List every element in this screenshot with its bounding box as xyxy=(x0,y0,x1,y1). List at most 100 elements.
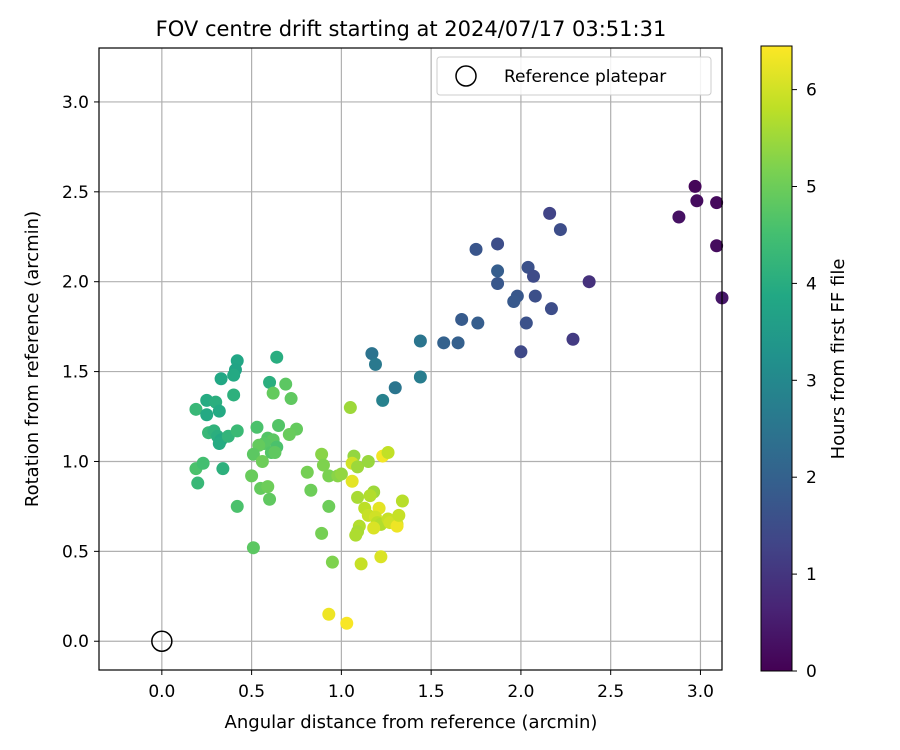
data-point xyxy=(553,223,567,237)
x-axis-label: Angular distance from reference (arcmin) xyxy=(225,712,598,733)
x-tick-label: 1.5 xyxy=(418,682,445,702)
x-tick-label: 2.5 xyxy=(597,682,624,702)
y-axis-label: Rotation from reference (arcmin) xyxy=(22,211,43,507)
data-point xyxy=(284,392,298,406)
data-point xyxy=(300,465,314,479)
data-point xyxy=(361,454,375,468)
data-point xyxy=(528,289,542,303)
data-point xyxy=(191,476,205,490)
y-tick-label: 1.0 xyxy=(62,452,89,472)
data-point xyxy=(263,492,277,506)
grid-lines xyxy=(99,48,722,670)
data-point xyxy=(374,550,388,564)
data-point xyxy=(212,436,226,450)
data-point xyxy=(250,420,264,434)
data-point xyxy=(363,489,377,503)
colorbar-tick-label: 4 xyxy=(806,274,817,294)
colorbar-ticks: 0 1 2 3 4 5 6 xyxy=(792,81,817,682)
y-tick-label: 0.5 xyxy=(62,542,89,562)
colorbar-tick-label: 3 xyxy=(806,371,817,391)
data-point xyxy=(261,480,275,494)
colorbar xyxy=(760,45,793,672)
data-point xyxy=(354,557,368,571)
x-tick-label: 2.0 xyxy=(507,682,534,702)
data-point xyxy=(471,316,485,330)
colorbar-tick-label: 0 xyxy=(806,662,817,682)
y-tick-label: 1.5 xyxy=(62,363,89,383)
data-point xyxy=(325,555,339,569)
data-point xyxy=(268,445,282,459)
x-tick-label: 0.5 xyxy=(238,682,265,702)
data-point xyxy=(334,467,348,481)
data-point xyxy=(455,312,469,326)
data-point xyxy=(368,357,382,371)
data-point xyxy=(451,336,465,350)
data-point xyxy=(304,483,318,497)
data-point xyxy=(566,332,580,346)
data-point xyxy=(279,377,293,391)
data-point xyxy=(315,526,329,540)
colorbar-tick-label: 2 xyxy=(806,468,817,488)
data-point xyxy=(255,454,269,468)
legend-marker-icon xyxy=(455,65,477,87)
colorbar-tick-label: 1 xyxy=(806,565,817,585)
data-point xyxy=(316,458,330,472)
colorbar-tick-label: 6 xyxy=(806,81,817,101)
data-point xyxy=(413,370,427,384)
data-point xyxy=(214,372,228,386)
data-point xyxy=(343,401,357,415)
data-point xyxy=(381,445,395,459)
legend-box xyxy=(436,56,712,96)
data-point xyxy=(212,404,226,418)
data-point xyxy=(196,456,210,470)
data-point xyxy=(349,528,363,542)
data-point xyxy=(544,302,558,316)
plot-frame xyxy=(98,47,723,671)
data-point xyxy=(282,428,296,442)
data-point xyxy=(413,334,427,348)
data-point xyxy=(272,419,286,433)
data-point xyxy=(322,607,336,621)
x-tick-label: 3.0 xyxy=(687,682,714,702)
data-point xyxy=(526,269,540,283)
data-point xyxy=(351,460,365,474)
data-point xyxy=(392,508,406,522)
data-point xyxy=(365,347,379,361)
data-point xyxy=(469,242,483,256)
data-point xyxy=(491,276,505,290)
chart-title: FOV centre drift starting at 2024/07/17 … xyxy=(156,17,667,41)
data-point xyxy=(688,179,702,193)
data-point xyxy=(395,494,409,508)
colorbar-label: Hours from first FF file xyxy=(828,259,849,460)
y-tick-label: 0.0 xyxy=(62,632,89,652)
data-point xyxy=(216,462,230,476)
data-point xyxy=(437,336,451,350)
data-point xyxy=(340,616,354,630)
data-point xyxy=(246,447,260,461)
x-tick-label: 1.0 xyxy=(328,682,355,702)
x-axis-ticks: 0.0 0.5 1.0 1.5 2.0 2.5 3.0 xyxy=(148,670,714,702)
data-point xyxy=(514,345,528,359)
data-point xyxy=(263,375,277,389)
data-point xyxy=(543,206,557,220)
data-point xyxy=(376,393,390,407)
colorbar-tick-label: 5 xyxy=(806,178,817,198)
data-point xyxy=(322,469,336,483)
data-point xyxy=(710,196,724,210)
y-tick-label: 2.0 xyxy=(62,273,89,293)
data-point xyxy=(519,316,533,330)
data-point xyxy=(690,194,704,208)
data-point xyxy=(491,264,505,278)
data-point xyxy=(367,521,381,535)
data-point xyxy=(322,499,336,513)
y-tick-label: 2.5 xyxy=(62,183,89,203)
data-point xyxy=(351,490,365,504)
legend: Reference platepar xyxy=(436,56,712,96)
data-point xyxy=(200,408,214,422)
data-point xyxy=(315,447,329,461)
reference-platepar-marker xyxy=(151,630,173,652)
data-point xyxy=(491,237,505,251)
data-point xyxy=(245,469,259,483)
data-point xyxy=(230,499,244,513)
